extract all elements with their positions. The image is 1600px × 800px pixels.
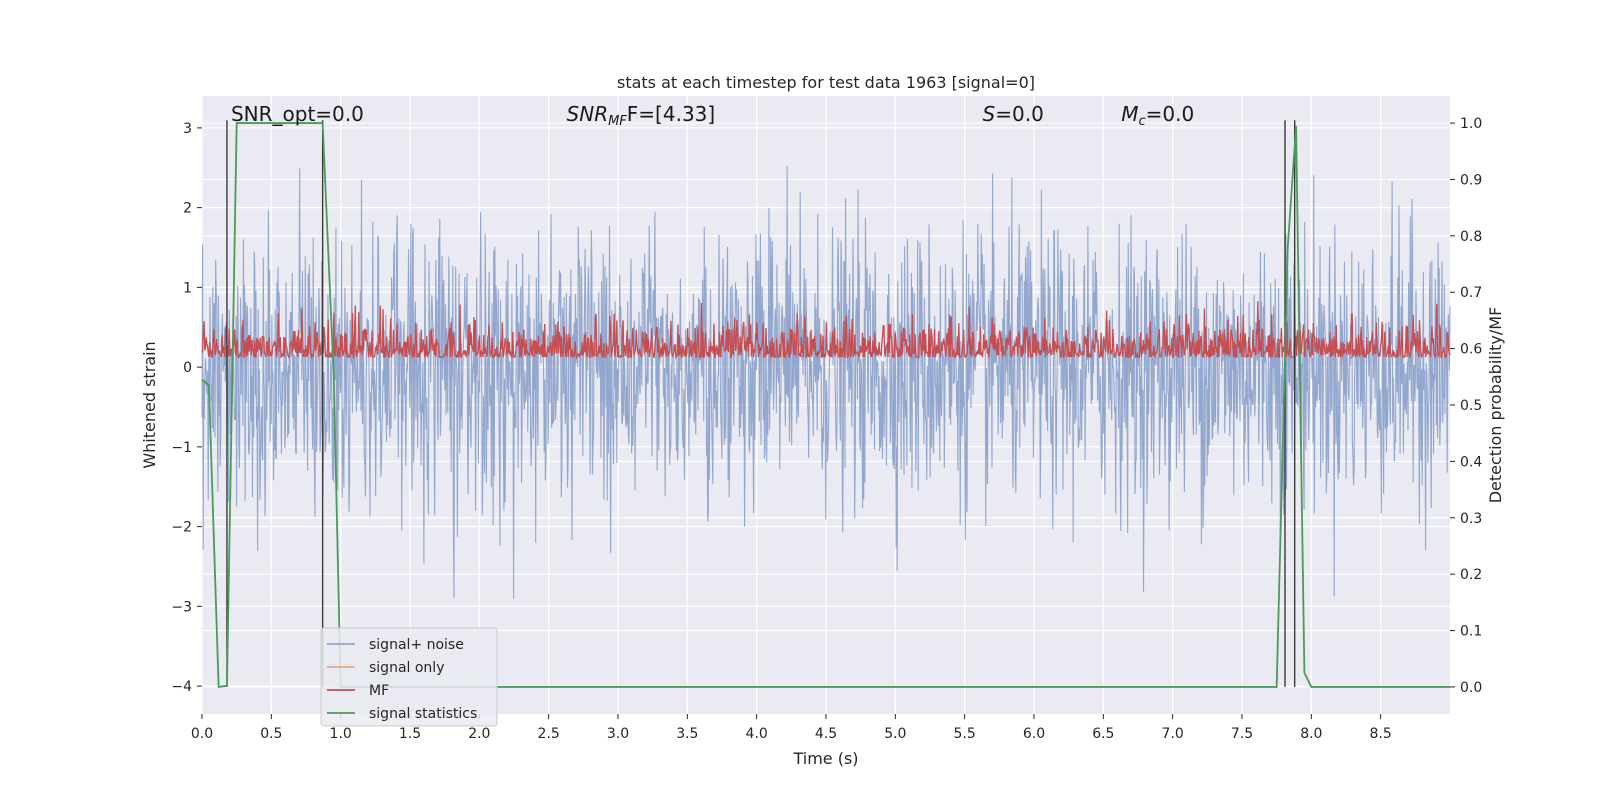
x-tick-label: 6.0	[1023, 726, 1045, 742]
annotation-part: SNR	[567, 102, 609, 126]
x-tick-label: 2.0	[468, 726, 490, 742]
legend: signal+ noise signal only MF signal statist…	[320, 627, 498, 727]
series-signal-statistics	[201, 122, 1450, 688]
annotation-part: MF	[608, 114, 627, 129]
legend-label-signal-statistics: signal statistics	[369, 706, 477, 722]
y-tick-label: −3	[171, 599, 192, 615]
series-line-mf	[201, 301, 1451, 360]
annotation-part: SNR_opt=0.0	[231, 102, 364, 126]
y-tick-label: 0	[183, 360, 192, 376]
annotation-snr-opt: SNR_opt=0.0	[231, 102, 364, 126]
y-axis-label: Whitened strain	[140, 341, 159, 468]
series-line-signal-statistics	[201, 122, 1450, 688]
x-tick-label: 4.0	[746, 726, 768, 742]
series-signal-plus-noise	[201, 165, 1451, 599]
x-tick-label: 5.5	[954, 726, 976, 742]
y-tick-label: −1	[171, 440, 192, 456]
y2-tick-label: 0.7	[1460, 285, 1482, 301]
vertical-markers	[226, 120, 1296, 687]
y2-tick-label: 0.3	[1460, 511, 1482, 527]
y-tick-label: 2	[183, 201, 192, 217]
y2-tick-label: 0.0	[1460, 680, 1482, 696]
annotation-snr-mf: SNRMFF=[4.33]	[567, 102, 716, 129]
x-tick-label: 5.0	[884, 726, 906, 742]
annotation-part: =0.0	[995, 102, 1044, 126]
series-mf	[201, 301, 1451, 360]
x-tick-label: 7.0	[1162, 726, 1184, 742]
x-tick-label: 2.5	[538, 726, 560, 742]
x-axis-label: Time (s)	[792, 749, 858, 768]
legend-label-signal-noise: signal+ noise	[369, 637, 464, 653]
chart-title: stats at each timestep for test data 196…	[617, 73, 1035, 92]
x-tick-label: 6.5	[1092, 726, 1114, 742]
y2-tick-label: 0.9	[1460, 172, 1482, 188]
x-tick-label: 4.5	[815, 726, 837, 742]
y-tick-label: −2	[171, 520, 192, 536]
y2-tick-label: 0.5	[1460, 398, 1482, 414]
annotations: SNR_opt=0.0 SNRMFF=[4.33] S=0.0 Mc=0.0	[231, 102, 1194, 129]
x-tick-label: 0.0	[191, 726, 213, 742]
x-tick-label: 1.0	[330, 726, 352, 742]
legend-label-mf: MF	[369, 683, 389, 699]
x-tick-label: 3.0	[607, 726, 629, 742]
y2-axis-label: Detection probability/MF	[1486, 307, 1505, 504]
annotation-part: F=[4.33]	[627, 102, 715, 126]
y2-tick-label: 0.8	[1460, 229, 1482, 245]
annotation-part: M	[1121, 102, 1138, 126]
x-tick-label: 0.5	[260, 726, 282, 742]
x-tick-label: 7.5	[1231, 726, 1253, 742]
annotation-part: =0.0	[1146, 102, 1195, 126]
y2-tick-label: 0.1	[1460, 624, 1482, 640]
annotation-mc: Mc=0.0	[1121, 102, 1194, 129]
annotation-part: S	[983, 102, 996, 126]
x-tick-label: 8.0	[1300, 726, 1322, 742]
annotation-s: S=0.0	[983, 102, 1044, 126]
series-line-signal-noise	[201, 165, 1451, 599]
x-tick-label: 8.5	[1370, 726, 1392, 742]
y-tick-label: 3	[183, 121, 192, 137]
legend-box	[320, 627, 498, 727]
y2-tick-label: 0.4	[1460, 454, 1482, 470]
y-tick-label: −4	[171, 679, 192, 695]
y-tick-label: 1	[183, 280, 192, 296]
axis-ticks: 0.0 0.5 1.0 1.5 2.0 2.5 3.0 3.5 4.0 4.5 5.0 5.5 6.0 6…	[171, 116, 1482, 742]
legend-label-signal-only: signal only	[369, 660, 444, 676]
y2-tick-label: 0.6	[1460, 342, 1482, 358]
y2-tick-label: 0.2	[1460, 567, 1482, 583]
x-tick-label: 1.5	[399, 726, 421, 742]
y2-tick-label: 1.0	[1460, 116, 1482, 132]
x-tick-label: 3.5	[676, 726, 698, 742]
annotation-part: c	[1138, 114, 1145, 129]
